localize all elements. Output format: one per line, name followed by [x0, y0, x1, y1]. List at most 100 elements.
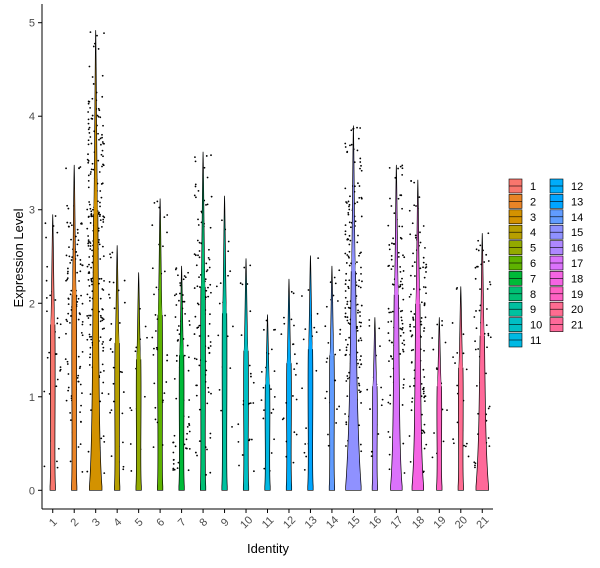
data-point: [151, 336, 154, 339]
data-point: [193, 287, 196, 289]
data-point: [207, 391, 210, 393]
data-point: [98, 138, 100, 141]
data-point: [197, 218, 199, 221]
data-point: [87, 278, 90, 281]
data-point: [356, 126, 358, 129]
data-point: [100, 196, 103, 199]
legend-label-3: 3: [530, 212, 536, 224]
data-point: [485, 324, 488, 326]
data-point: [249, 310, 252, 313]
data-point: [87, 179, 90, 182]
data-point: [87, 186, 90, 189]
data-point: [390, 320, 393, 323]
data-point: [89, 245, 92, 247]
data-point: [357, 362, 359, 365]
data-point: [423, 423, 426, 426]
data-point: [79, 443, 82, 445]
data-point: [390, 268, 393, 271]
data-point: [397, 251, 400, 254]
data-point: [87, 242, 90, 245]
data-point: [68, 246, 70, 248]
data-point: [89, 222, 92, 224]
violin-21: [475, 233, 489, 491]
violin-12: [285, 278, 293, 491]
data-point: [134, 350, 137, 353]
data-point: [358, 382, 360, 385]
data-point: [348, 264, 351, 267]
data-point: [348, 208, 351, 211]
data-point: [98, 238, 100, 241]
data-point: [392, 237, 394, 240]
data-point: [263, 409, 265, 412]
data-point: [399, 280, 402, 283]
data-point: [81, 302, 84, 305]
data-point: [436, 368, 438, 371]
data-point: [475, 327, 478, 330]
data-point: [479, 288, 481, 291]
data-point: [399, 266, 402, 268]
data-point: [421, 429, 424, 432]
data-point: [218, 302, 221, 305]
data-point: [250, 438, 253, 441]
data-point: [229, 367, 232, 369]
data-point: [109, 411, 112, 414]
data-point: [422, 386, 425, 389]
violin-20: [457, 286, 464, 491]
data-point: [425, 292, 427, 295]
data-point: [45, 236, 47, 239]
y-tick-label: 5: [29, 18, 35, 30]
violin-7: [178, 265, 185, 491]
data-point: [205, 270, 208, 273]
data-point: [360, 363, 362, 366]
data-point: [67, 389, 70, 392]
x-tick-label: 5: [133, 516, 146, 529]
data-point: [360, 215, 363, 218]
data-point: [195, 196, 197, 199]
data-point: [80, 223, 83, 225]
data-point: [474, 466, 476, 469]
data-point: [414, 275, 416, 277]
x-tick-label: 21: [474, 514, 491, 531]
legend-label-20: 20: [571, 304, 583, 316]
data-point: [87, 102, 90, 105]
data-point: [393, 212, 396, 215]
data-point: [206, 402, 209, 405]
data-point: [69, 261, 72, 264]
data-point: [402, 383, 405, 386]
data-point: [292, 343, 295, 346]
data-point: [99, 320, 102, 323]
x-tick-label: 17: [388, 514, 405, 531]
data-point: [155, 286, 158, 289]
data-point: [207, 335, 210, 337]
data-point: [206, 269, 209, 271]
data-point: [397, 197, 400, 200]
data-point: [487, 334, 490, 337]
data-point: [399, 334, 402, 337]
data-point: [103, 216, 106, 219]
data-point: [90, 168, 93, 171]
data-point: [90, 214, 93, 217]
data-point: [102, 341, 104, 343]
data-point: [432, 348, 435, 351]
data-point: [474, 464, 476, 467]
data-point: [208, 258, 211, 261]
data-point: [262, 328, 265, 331]
data-point: [452, 438, 455, 441]
data-point: [358, 196, 361, 199]
data-point: [163, 216, 166, 219]
violin-16: [371, 317, 378, 491]
data-point: [188, 399, 191, 401]
data-point: [188, 320, 191, 322]
data-point: [76, 377, 79, 379]
x-tick-label: 14: [324, 514, 341, 531]
data-point: [188, 356, 190, 359]
data-point: [205, 289, 208, 292]
legend-label-8: 8: [530, 289, 536, 301]
data-point: [283, 322, 286, 325]
data-point: [424, 286, 427, 289]
data-point: [456, 421, 459, 424]
data-point: [290, 318, 293, 321]
data-point: [57, 447, 60, 450]
data-point: [176, 467, 179, 470]
data-point: [423, 431, 426, 434]
